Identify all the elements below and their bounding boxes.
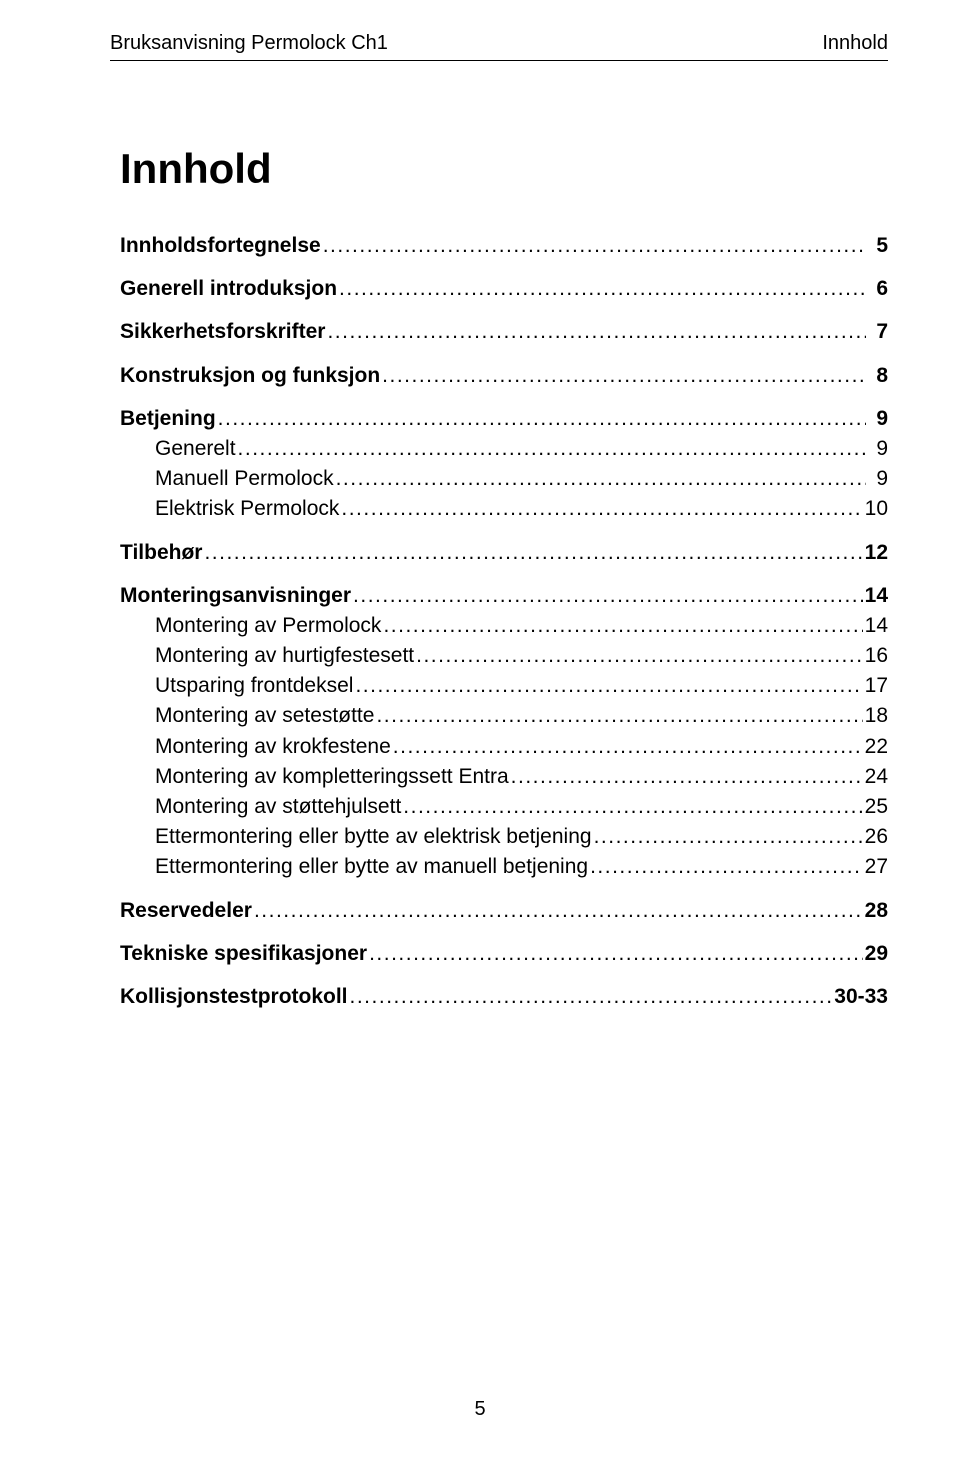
toc-entry: Montering av hurtigfestesett............… (120, 643, 888, 668)
toc-leader-dots: ........................................… (341, 496, 862, 521)
toc-label: Manuell Permolock (120, 466, 334, 491)
toc-page-number: 25 (865, 794, 888, 819)
toc-leader-dots: ........................................… (238, 436, 866, 461)
header-left: Bruksanvisning Permolock Ch1 (110, 32, 388, 55)
toc-page-number: 17 (865, 673, 888, 698)
toc-label: Utsparing frontdeksel (120, 673, 353, 698)
toc-entry: Reservedeler............................… (120, 898, 888, 923)
toc-leader-dots: ........................................… (416, 643, 863, 668)
toc-entry: Tekniske spesifikasjoner................… (120, 941, 888, 966)
toc-page-number: 10 (865, 496, 888, 521)
toc-label: Monteringsanvisninger (120, 583, 351, 608)
toc-label: Tekniske spesifikasjoner (120, 941, 367, 966)
toc-entry: Montering av krokfestene................… (120, 734, 888, 759)
toc-label: Ettermontering eller bytte av manuell be… (120, 854, 588, 879)
toc-leader-dots: ........................................… (382, 363, 866, 388)
toc-page-number: 26 (865, 824, 888, 849)
toc-page-number: 14 (865, 613, 888, 638)
page: Bruksanvisning Permolock Ch1 Innhold Inn… (0, 0, 960, 1461)
page-number: 5 (0, 1398, 960, 1421)
toc-leader-dots: ........................................… (355, 673, 862, 698)
toc-entry: Montering av Permolock..................… (120, 613, 888, 638)
toc-leader-dots: ........................................… (339, 276, 866, 301)
toc-leader-dots: ........................................… (254, 898, 863, 923)
toc-leader-dots: ........................................… (327, 319, 866, 344)
toc-label: Tilbehør (120, 540, 202, 565)
toc-label: Generell introduksjon (120, 276, 337, 301)
toc-page-number: 22 (865, 734, 888, 759)
toc-page-number: 29 (865, 941, 888, 966)
toc-label: Betjening (120, 406, 216, 431)
toc-page-number: 12 (865, 540, 888, 565)
toc-page-number: 16 (865, 643, 888, 668)
toc-leader-dots: ........................................… (369, 941, 863, 966)
toc-leader-dots: ........................................… (594, 824, 863, 849)
toc-entry: Montering av kompletteringssett Entra...… (120, 764, 888, 789)
toc-leader-dots: ........................................… (336, 466, 866, 491)
page-header: Bruksanvisning Permolock Ch1 Innhold (110, 32, 888, 61)
toc-entry: Tilbehør................................… (120, 540, 888, 565)
toc-page-number: 28 (865, 898, 888, 923)
toc-entry: Betjening...............................… (120, 406, 888, 431)
toc-page-number: 9 (868, 466, 888, 491)
toc-label: Montering av krokfestene (120, 734, 391, 759)
page-title: Innhold (120, 145, 888, 193)
toc-label: Sikkerhetsforskrifter (120, 319, 325, 344)
toc-entry: Generelt................................… (120, 436, 888, 461)
toc-entry: Innholdsfortegnelse.....................… (120, 233, 888, 258)
toc-page-number: 8 (868, 363, 888, 388)
toc-entry: Manuell Permolock.......................… (120, 466, 888, 491)
toc-leader-dots: ........................................… (376, 703, 862, 728)
toc-label: Ettermontering eller bytte av elektrisk … (120, 824, 592, 849)
toc-page-number: 9 (868, 436, 888, 461)
toc-entry: Elektrisk Permolock.....................… (120, 496, 888, 521)
toc-entry: Sikkerhetsforskrifter...................… (120, 319, 888, 344)
toc-label: Generelt (120, 436, 236, 461)
toc-leader-dots: ........................................… (204, 540, 862, 565)
header-right: Innhold (822, 32, 888, 55)
toc-label: Montering av setestøtte (120, 703, 374, 728)
toc-leader-dots: ........................................… (350, 984, 833, 1009)
toc-label: Montering av kompletteringssett Entra (120, 764, 509, 789)
toc-label: Montering av Permolock (120, 613, 381, 638)
toc-label: Montering av hurtigfestesett (120, 643, 414, 668)
toc-page-number: 18 (865, 703, 888, 728)
toc-label: Montering av støttehjulsett (120, 794, 401, 819)
toc-entry: Montering av setestøtte.................… (120, 703, 888, 728)
toc-label: Kollisjonstestprotokoll (120, 984, 348, 1009)
toc-entry: Ettermontering eller bytte av manuell be… (120, 854, 888, 879)
toc-label: Konstruksjon og funksjon (120, 363, 380, 388)
toc-entry: Montering av støttehjulsett.............… (120, 794, 888, 819)
toc-leader-dots: ........................................… (590, 854, 863, 879)
toc-entry: Generell introduksjon...................… (120, 276, 888, 301)
toc-page-number: 27 (865, 854, 888, 879)
toc-page-number: 5 (868, 233, 888, 258)
toc-page-number: 9 (868, 406, 888, 431)
toc-label: Innholdsfortegnelse (120, 233, 321, 258)
toc-page-number: 30-33 (834, 984, 888, 1009)
toc-leader-dots: ........................................… (218, 406, 866, 431)
toc-label: Reservedeler (120, 898, 252, 923)
toc-page-number: 14 (865, 583, 888, 608)
toc-entry: Utsparing frontdeksel...................… (120, 673, 888, 698)
toc-label: Elektrisk Permolock (120, 496, 339, 521)
toc-leader-dots: ........................................… (323, 233, 866, 258)
toc-entry: Konstruksjon og funksjon................… (120, 363, 888, 388)
toc-leader-dots: ........................................… (403, 794, 862, 819)
table-of-contents: Innholdsfortegnelse.....................… (120, 233, 888, 1009)
toc-leader-dots: ........................................… (511, 764, 863, 789)
toc-entry: Kollisjonstestprotokoll.................… (120, 984, 888, 1009)
toc-entry: Monteringsanvisninger...................… (120, 583, 888, 608)
toc-leader-dots: ........................................… (353, 583, 863, 608)
toc-leader-dots: ........................................… (383, 613, 862, 638)
toc-entry: Ettermontering eller bytte av elektrisk … (120, 824, 888, 849)
toc-leader-dots: ........................................… (393, 734, 863, 759)
toc-page-number: 24 (865, 764, 888, 789)
toc-page-number: 7 (868, 319, 888, 344)
toc-page-number: 6 (868, 276, 888, 301)
